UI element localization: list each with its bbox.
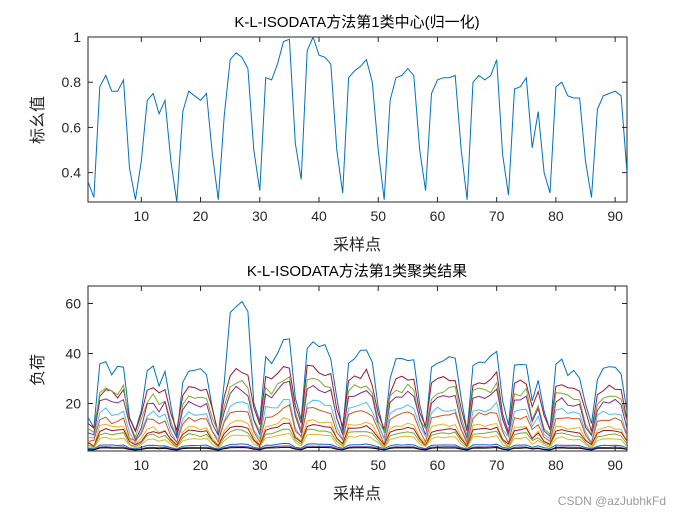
top-xtick-label: 90	[607, 208, 623, 224]
bottom-series-line	[88, 404, 627, 447]
bottom-ytick-label: 40	[65, 346, 81, 362]
bottom-series-line	[88, 432, 627, 450]
bottom-series-line	[88, 442, 627, 450]
top-plot-area	[87, 36, 628, 203]
bottom-xtick-label: 50	[370, 457, 386, 473]
top-xtick-label: 60	[430, 208, 446, 224]
top-xtick-label: 70	[489, 208, 505, 224]
top-x-axis-label: 采样点	[333, 235, 381, 254]
bottom-ticks-group: 10 20 30 40 50 60 70 80 90 20 40 60	[65, 286, 627, 473]
top-series-group	[88, 37, 627, 202]
top-series-line	[88, 37, 627, 202]
watermark-text: CSDN @azJubhkFd	[557, 494, 666, 508]
top-ticks-group: 10 20 30 40 50 60 70 80 90 0.4 0.6 0.8 1	[62, 29, 627, 224]
bottom-x-axis-label: 采样点	[333, 484, 381, 503]
bottom-series-line	[88, 364, 627, 435]
bottom-y-axis-label: 负荷	[28, 354, 47, 386]
top-xtick-label: 20	[193, 208, 209, 224]
top-xtick-label: 30	[252, 208, 268, 224]
bottom-series-line	[88, 380, 627, 442]
top-ytick-label: 1	[73, 29, 81, 45]
bottom-xtick-label: 90	[607, 457, 623, 473]
top-ytick-label: 0.4	[62, 165, 82, 181]
bottom-xtick-label: 30	[252, 457, 268, 473]
bottom-series-line	[88, 422, 627, 448]
top-ytick-label: 0.6	[62, 119, 82, 135]
bottom-xtick-label: 40	[311, 457, 327, 473]
top-y-axis-label: 标幺值	[28, 96, 47, 144]
top-xtick-label: 50	[370, 208, 386, 224]
bottom-xtick-label: 10	[134, 457, 150, 473]
bottom-xtick-label: 80	[548, 457, 564, 473]
bottom-series-line	[88, 446, 627, 451]
bottom-ytick-label: 60	[65, 296, 81, 312]
bottom-series-line	[88, 445, 627, 451]
bottom-ytick-label: 20	[65, 396, 81, 412]
bottom-xtick-label: 60	[430, 457, 446, 473]
bottom-chart-title: K-L-ISODATA方法第1类聚类结果	[247, 262, 467, 280]
top-xtick-label: 80	[548, 208, 564, 224]
top-ytick-label: 0.8	[62, 74, 82, 90]
top-chart-title: K-L-ISODATA方法第1类中心(归一化)	[234, 13, 479, 31]
bottom-series-group	[88, 300, 627, 451]
top-chart: 10 20 30 40 50 60 70 80 90 0.4 0.6 0.8 1 K-L-ISODATA…	[28, 13, 628, 254]
bottom-chart: 10 20 30 40 50 60 70 80 90 20 40 60 K-L-ISODATA方法第1…	[28, 262, 628, 503]
bottom-xtick-label: 70	[489, 457, 505, 473]
bottom-xtick-label: 20	[193, 457, 209, 473]
top-xtick-label: 40	[311, 208, 327, 224]
top-xtick-label: 10	[134, 208, 150, 224]
